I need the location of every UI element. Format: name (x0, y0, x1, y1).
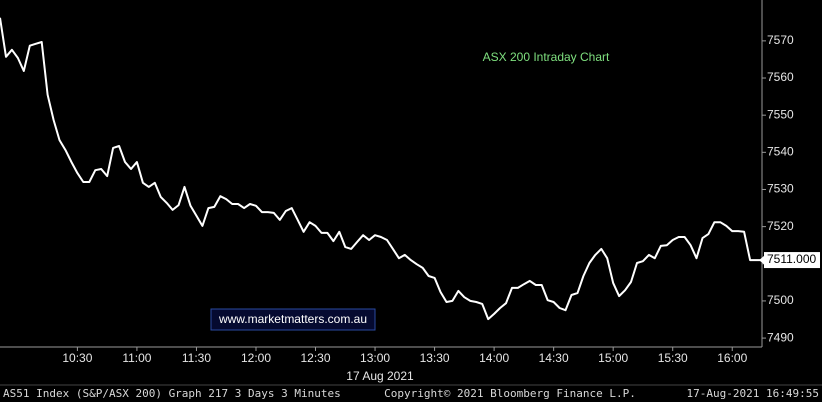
last-price-label: 7511.000 (767, 252, 816, 266)
y-tick-label: 7500 (767, 293, 794, 307)
x-tick-label: 11:30 (182, 351, 211, 365)
date-label: 17 Aug 2021 (346, 369, 414, 383)
x-tick-label: 13:30 (420, 351, 450, 365)
y-tick-label: 7490 (767, 330, 794, 344)
footer-right: 17-Aug-2021 16:49:55 (687, 387, 819, 400)
x-tick-label: 15:30 (658, 351, 688, 365)
last-price-box (764, 252, 820, 269)
chart-title: ASX 200 Intraday Chart (483, 50, 610, 64)
x-tick-label: 10:30 (62, 351, 92, 365)
last-price-pointer (759, 255, 765, 266)
y-tick-label: 7530 (767, 182, 794, 196)
footer-left: AS51 Index (S&P/ASX 200) Graph 217 3 Day… (3, 387, 341, 400)
y-tick-label: 7520 (767, 219, 794, 233)
x-tick-label: 14:30 (539, 351, 569, 365)
y-tick-label: 7540 (767, 144, 794, 158)
x-tick-label: 13:00 (360, 351, 390, 365)
x-tick-label: 12:30 (301, 351, 331, 365)
x-tick-label: 16:00 (717, 351, 747, 365)
y-tick-label: 7560 (767, 70, 794, 84)
x-tick-label: 12:00 (241, 351, 271, 365)
x-tick-label: 11:00 (122, 351, 151, 365)
watermark: www.marketmatters.com.au (218, 312, 367, 326)
y-tick-label: 7570 (767, 33, 794, 47)
price-line (0, 17, 762, 321)
x-tick-label: 14:00 (479, 351, 509, 365)
footer-center: Copyright© 2021 Bloomberg Finance L.P. (384, 387, 636, 400)
y-tick-label: 7550 (767, 107, 794, 121)
x-tick-label: 15:00 (598, 351, 628, 365)
watermark-box (210, 308, 376, 331)
